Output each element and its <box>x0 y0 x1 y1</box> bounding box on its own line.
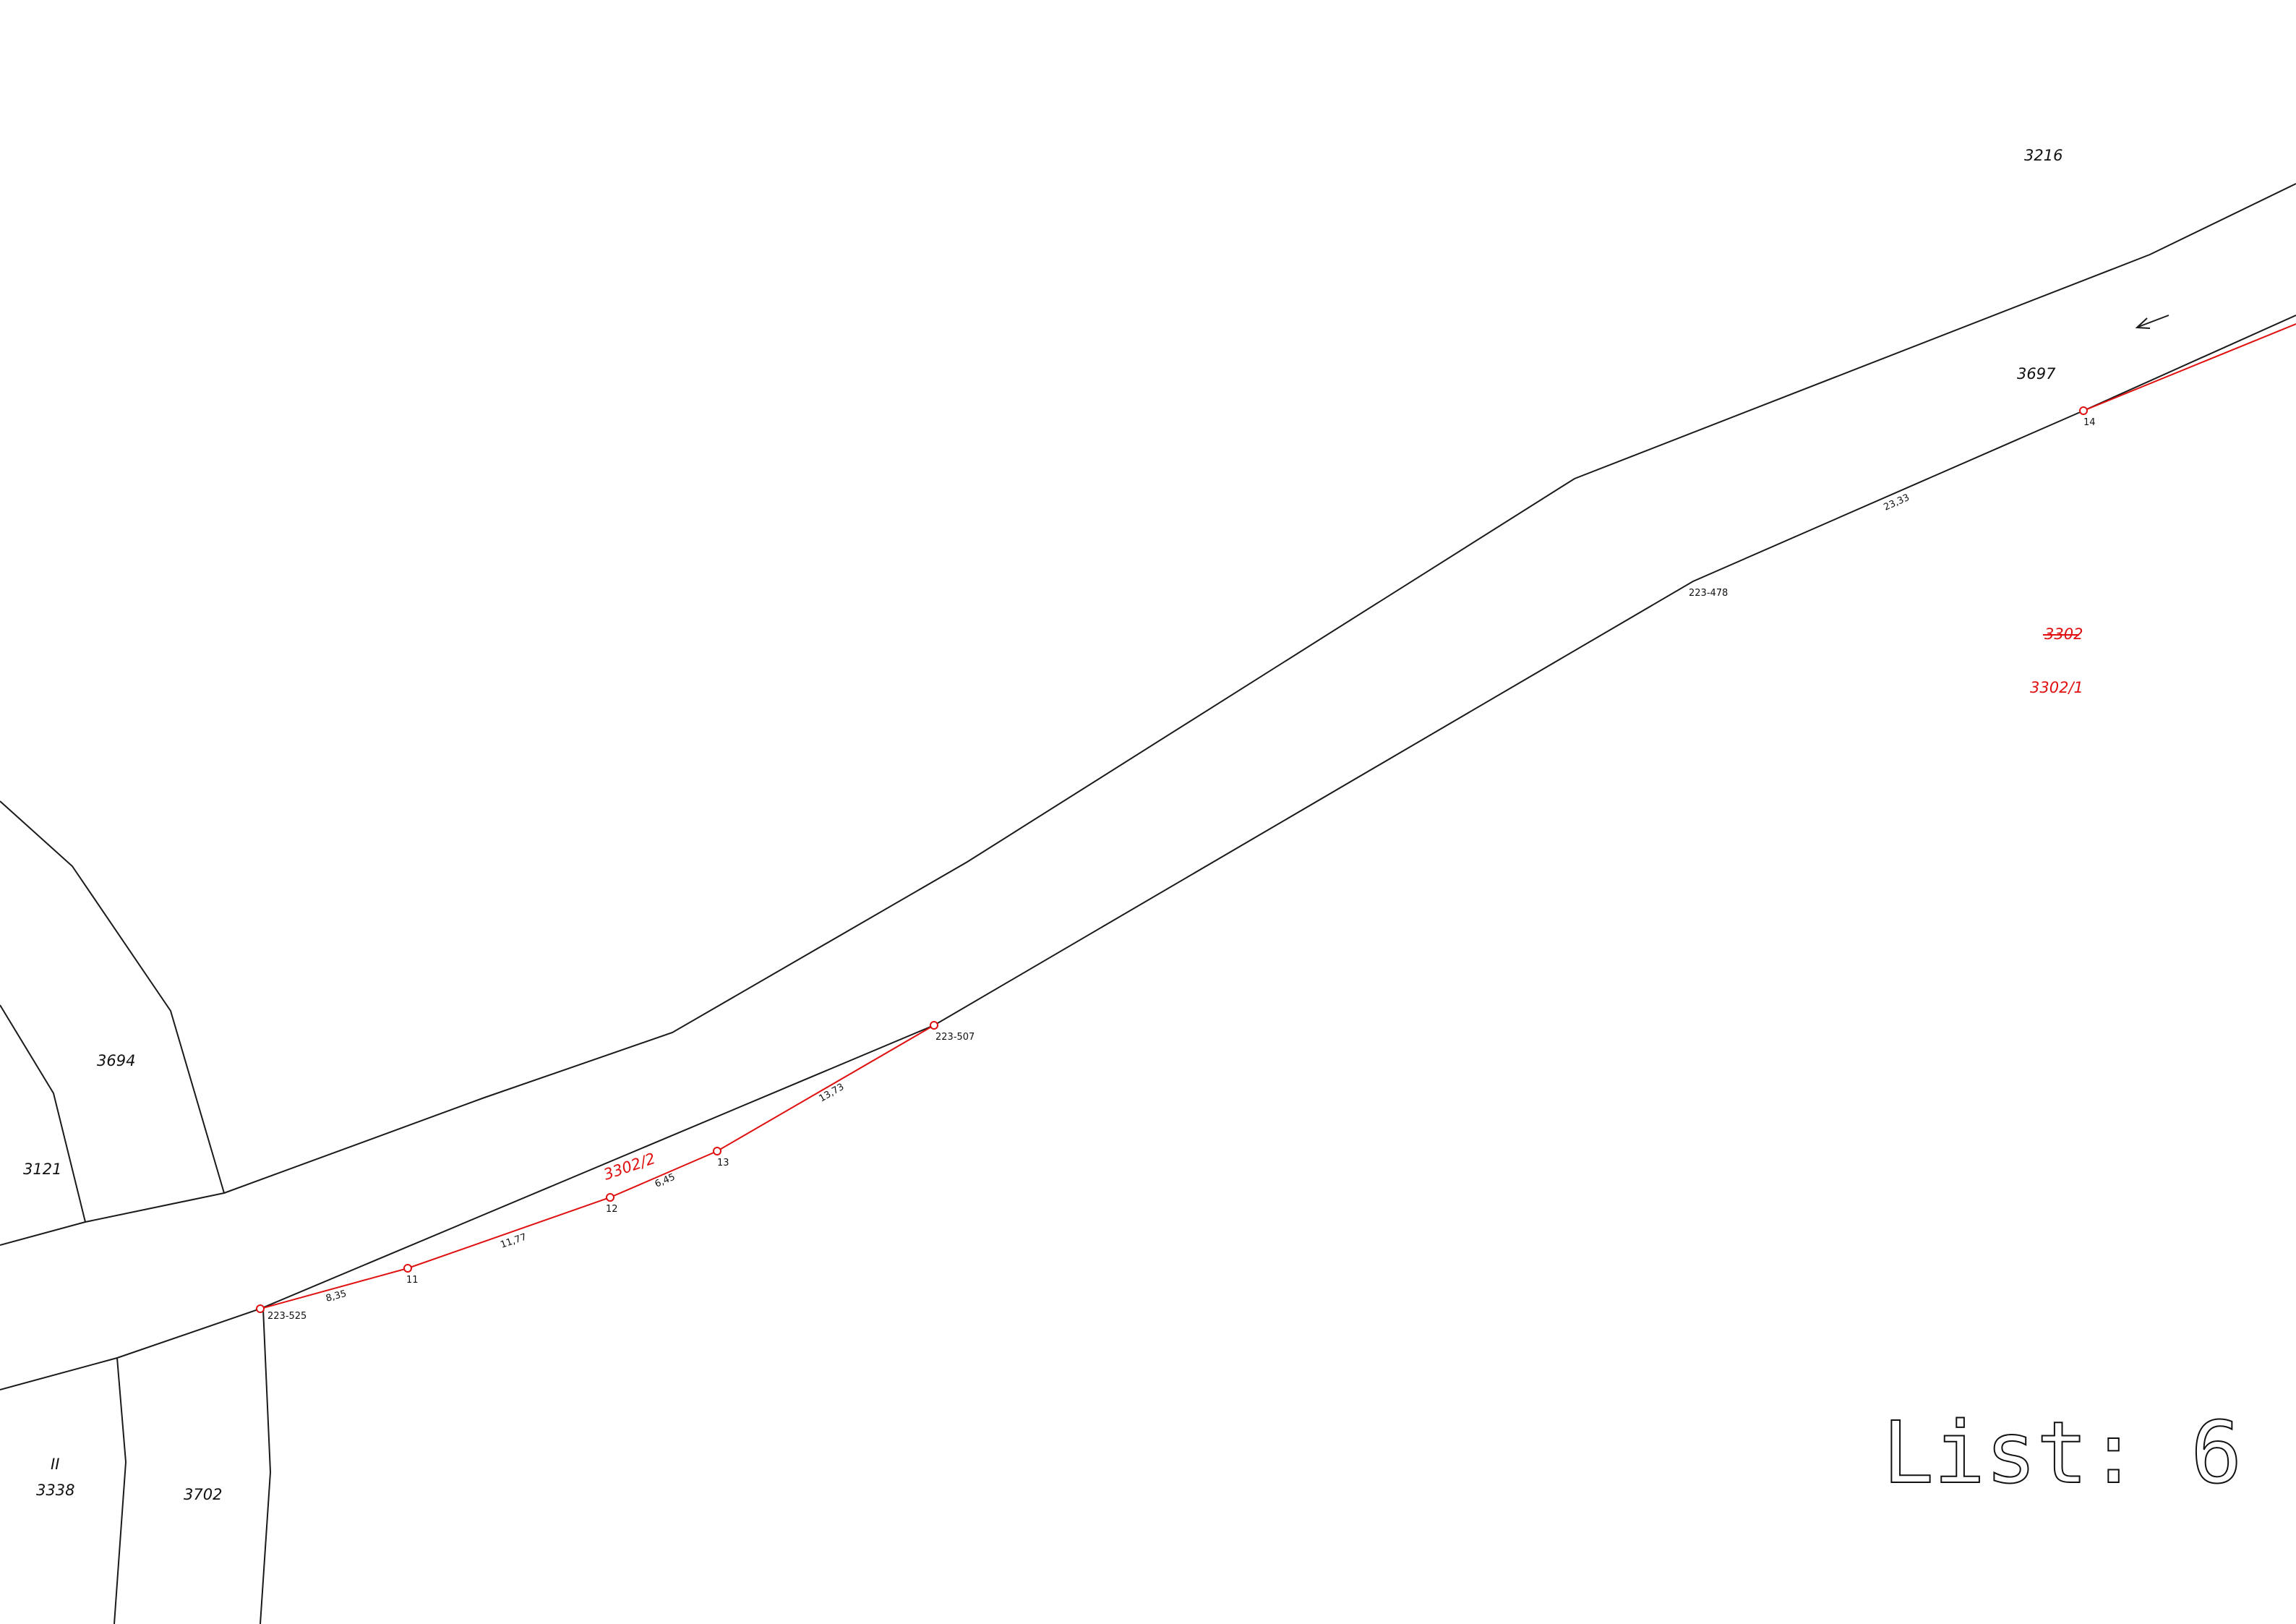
point-label-223-507: 223-507 <box>935 1032 974 1043</box>
dimension-label-8-35: 8,35 <box>325 1288 348 1304</box>
dimension-label-6-45: 6,45 <box>654 1172 677 1190</box>
road-south-boundary <box>0 315 2296 1390</box>
point-label-12: 12 <box>606 1204 618 1215</box>
dimension-labels: 23,33 13,73 6,45 11,77 8,35 <box>325 492 1911 1304</box>
parcel-label-3702: 3702 <box>184 1486 222 1503</box>
survey-point-223-525 <box>256 1304 265 1313</box>
division-line-3302-1 <box>2083 323 2296 411</box>
parcel-label-3216: 3216 <box>2024 147 2062 164</box>
survey-point-12 <box>606 1193 614 1202</box>
parcel-label-3694: 3694 <box>97 1052 135 1069</box>
proposed-boundaries <box>260 323 2296 1309</box>
point-label-223-525: 223-525 <box>267 1311 307 1322</box>
parcel-3121-boundary <box>0 1004 86 1223</box>
parcel-3702-boundary <box>260 1308 272 1624</box>
parcel-3338-boundary <box>113 1357 127 1624</box>
parcel-label-3302-1: 3302/1 <box>2030 679 2083 696</box>
arrow-left-icon <box>2135 315 2169 329</box>
point-label-11: 11 <box>406 1275 419 1286</box>
survey-point-13 <box>713 1147 721 1155</box>
survey-point-223-507 <box>930 1021 938 1030</box>
point-label-223-478: 223-478 <box>1689 588 1728 599</box>
parcel-label-3338-mark: II <box>51 1456 59 1473</box>
survey-point-14 <box>2079 406 2088 415</box>
parcel-label-3302-2: 3302/2 <box>601 1150 658 1184</box>
road-north-boundary <box>0 183 2296 1246</box>
point-label-14: 14 <box>2083 417 2096 428</box>
survey-point-11 <box>403 1264 412 1273</box>
point-label-13: 13 <box>717 1158 729 1168</box>
survey-points <box>256 406 2088 1313</box>
parcel-3694-boundary <box>0 800 225 1194</box>
parcel-label-3121: 3121 <box>23 1161 61 1178</box>
sheet-label: List: 6 <box>1882 1403 2242 1503</box>
point-labels: 14 223-478 223-507 13 12 11 223-525 <box>267 417 2096 1322</box>
parcel-label-3338: 3338 <box>36 1482 74 1499</box>
dimension-label-23-33: 23,33 <box>1882 492 1911 513</box>
parcel-label-3697: 3697 <box>2017 365 2056 383</box>
